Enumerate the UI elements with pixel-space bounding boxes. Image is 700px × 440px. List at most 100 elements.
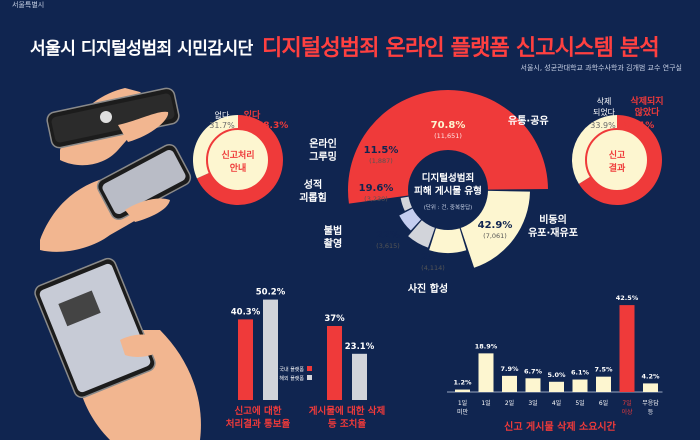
df-label-0-1: 50.2%: [256, 288, 286, 298]
guide-title-2: 안내: [230, 162, 247, 174]
types-label-2: 사진 합성: [408, 282, 448, 295]
phone-screen: [51, 93, 175, 143]
dt-value-0: 1.2%: [453, 379, 472, 387]
dt-bar-0: [455, 389, 470, 392]
result-not-label-1: 삭제되지: [630, 95, 663, 107]
result-title-1: 신고: [609, 149, 626, 161]
guide-center: [206, 128, 270, 192]
types-title-1: 디지털성범죄: [422, 172, 474, 184]
guide-yes-value: 68.3%: [257, 121, 288, 131]
guide-no-label: 없다: [215, 111, 230, 120]
types-label-3a: 불법: [324, 224, 342, 237]
guide-no-value: 31.7%: [209, 121, 235, 130]
dt-bar-8: [643, 383, 658, 392]
types-count-5: (1,887): [369, 157, 393, 165]
df-legend-label-0: 국내 플랫폼: [279, 366, 304, 373]
guide-yes-label: 있다: [244, 109, 261, 121]
finger-3: [120, 334, 165, 357]
seoul-logo-text: 서울특별시: [12, 1, 45, 9]
types-label-3b: 촬영: [324, 237, 342, 250]
types-pct-2: 25%: [421, 252, 445, 263]
title-right: 디지털성범죄 온라인 플랫폼 신고시스템 분석: [262, 36, 660, 61]
dt-bar-6: [596, 376, 611, 392]
types-label-4b: 괴롭힘: [299, 191, 327, 204]
types-count-0: (11,651): [434, 132, 462, 140]
phone-3: [34, 257, 156, 399]
phone-screen: [102, 149, 186, 215]
dt-value-7: 42.5%: [616, 294, 639, 302]
df-legend-swatch-1: [307, 375, 312, 380]
result-del-label-1: 삭제: [597, 96, 612, 106]
types-label-1a: 비동의: [539, 213, 567, 226]
types-center: [408, 150, 488, 230]
dt-bar-1: [478, 353, 494, 392]
dt-cat-7b: 이상: [621, 408, 633, 416]
dt-value-1: 18.9%: [475, 342, 498, 350]
df-legend-label-1: 해외 플랫폼: [279, 375, 304, 382]
result-not-label-2: 않았다: [635, 106, 661, 118]
result-not-value: 66.1%: [623, 121, 654, 131]
types-count-3: (3,615): [376, 242, 400, 250]
dt-value-3: 6.7%: [524, 367, 543, 375]
df-cat-1b: 등 조치율: [328, 418, 367, 430]
finger-2: [125, 198, 170, 222]
video-thumb: [58, 290, 101, 327]
dt-bar-5: [572, 379, 588, 392]
dt-cat-6a: 6일: [599, 399, 608, 407]
types-slice-0: [348, 89, 548, 204]
types-title-2: 피해 게시물 유형: [414, 185, 482, 197]
types-label-5a: 온라인: [309, 137, 337, 150]
df-label-0-0: 40.3%: [231, 307, 261, 317]
dt-bar-7: [619, 305, 635, 392]
df-label-1-0: 37%: [324, 314, 345, 324]
result-center: [585, 128, 649, 192]
types-label-1b: 유포·재유포: [528, 226, 578, 239]
types-pct-5: 11.5%: [364, 145, 399, 156]
types-count-1: (7,061): [483, 232, 507, 240]
df-cat-0b: 처리결과 통보율: [226, 418, 291, 430]
dt-value-2: 7.9%: [500, 365, 519, 373]
types-pct-1: 42.9%: [478, 220, 513, 231]
dt-cat-0b: 미만: [457, 408, 469, 416]
dt-cat-5a: 5일: [575, 399, 584, 407]
phone-screen: [39, 263, 151, 393]
dt-bar-2: [502, 375, 517, 392]
df-label-1-1: 23.1%: [345, 342, 375, 352]
dt-cat-4a: 4일: [552, 399, 561, 407]
types-pct-4: 19.6%: [359, 183, 394, 194]
dt-cat-3a: 3일: [528, 399, 537, 407]
finger-1: [118, 111, 169, 142]
dt-value-8: 4.2%: [641, 372, 660, 380]
dt-value-4: 5.0%: [547, 371, 566, 379]
dt-cat-7a: 7일: [622, 399, 631, 407]
source-note: 서울시, 성균관대학교 과학수사학과 김개범 교수 연구실: [520, 64, 682, 72]
types-pct-0: 70.8%: [431, 120, 466, 131]
dt-cat-2a: 2일: [505, 399, 514, 407]
df-bar-0-1: [263, 299, 278, 400]
dt-cat-8a: 무응답: [642, 400, 659, 407]
types-count-4: (3,230): [364, 195, 388, 203]
dt-bar-3: [525, 378, 541, 392]
types-count-2: (4,114): [421, 264, 445, 272]
dt-value-5: 6.1%: [571, 369, 590, 377]
dt-cat-8b: 등: [648, 409, 654, 416]
dt-cat-0a: 1일: [458, 399, 467, 407]
df-bar-1-0: [327, 326, 342, 400]
types-label-0: 유통·공유: [508, 115, 549, 127]
guide-title-1: 신고처리: [221, 149, 254, 161]
types-label-4a: 성적: [304, 178, 322, 191]
dt-cat-1a: 1일: [481, 399, 490, 407]
play-icon: [100, 111, 112, 123]
types-pct-3: 22%: [376, 230, 400, 241]
title-left: 서울시 디지털성범죄 시민감시단: [30, 39, 253, 59]
df-bar-1-1: [352, 353, 367, 400]
result-title-2: 결과: [609, 162, 626, 174]
types-subtitle: (단위 : 건, 중복응답): [424, 203, 473, 211]
types-label-5b: 그루밍: [309, 150, 337, 163]
result-del-value: 33.9%: [590, 121, 616, 130]
df-cat-0a: 신고에 대한: [234, 405, 281, 417]
dt-title: 신고 게시물 삭제 소요시간: [504, 420, 616, 433]
phone-1: [46, 87, 180, 149]
